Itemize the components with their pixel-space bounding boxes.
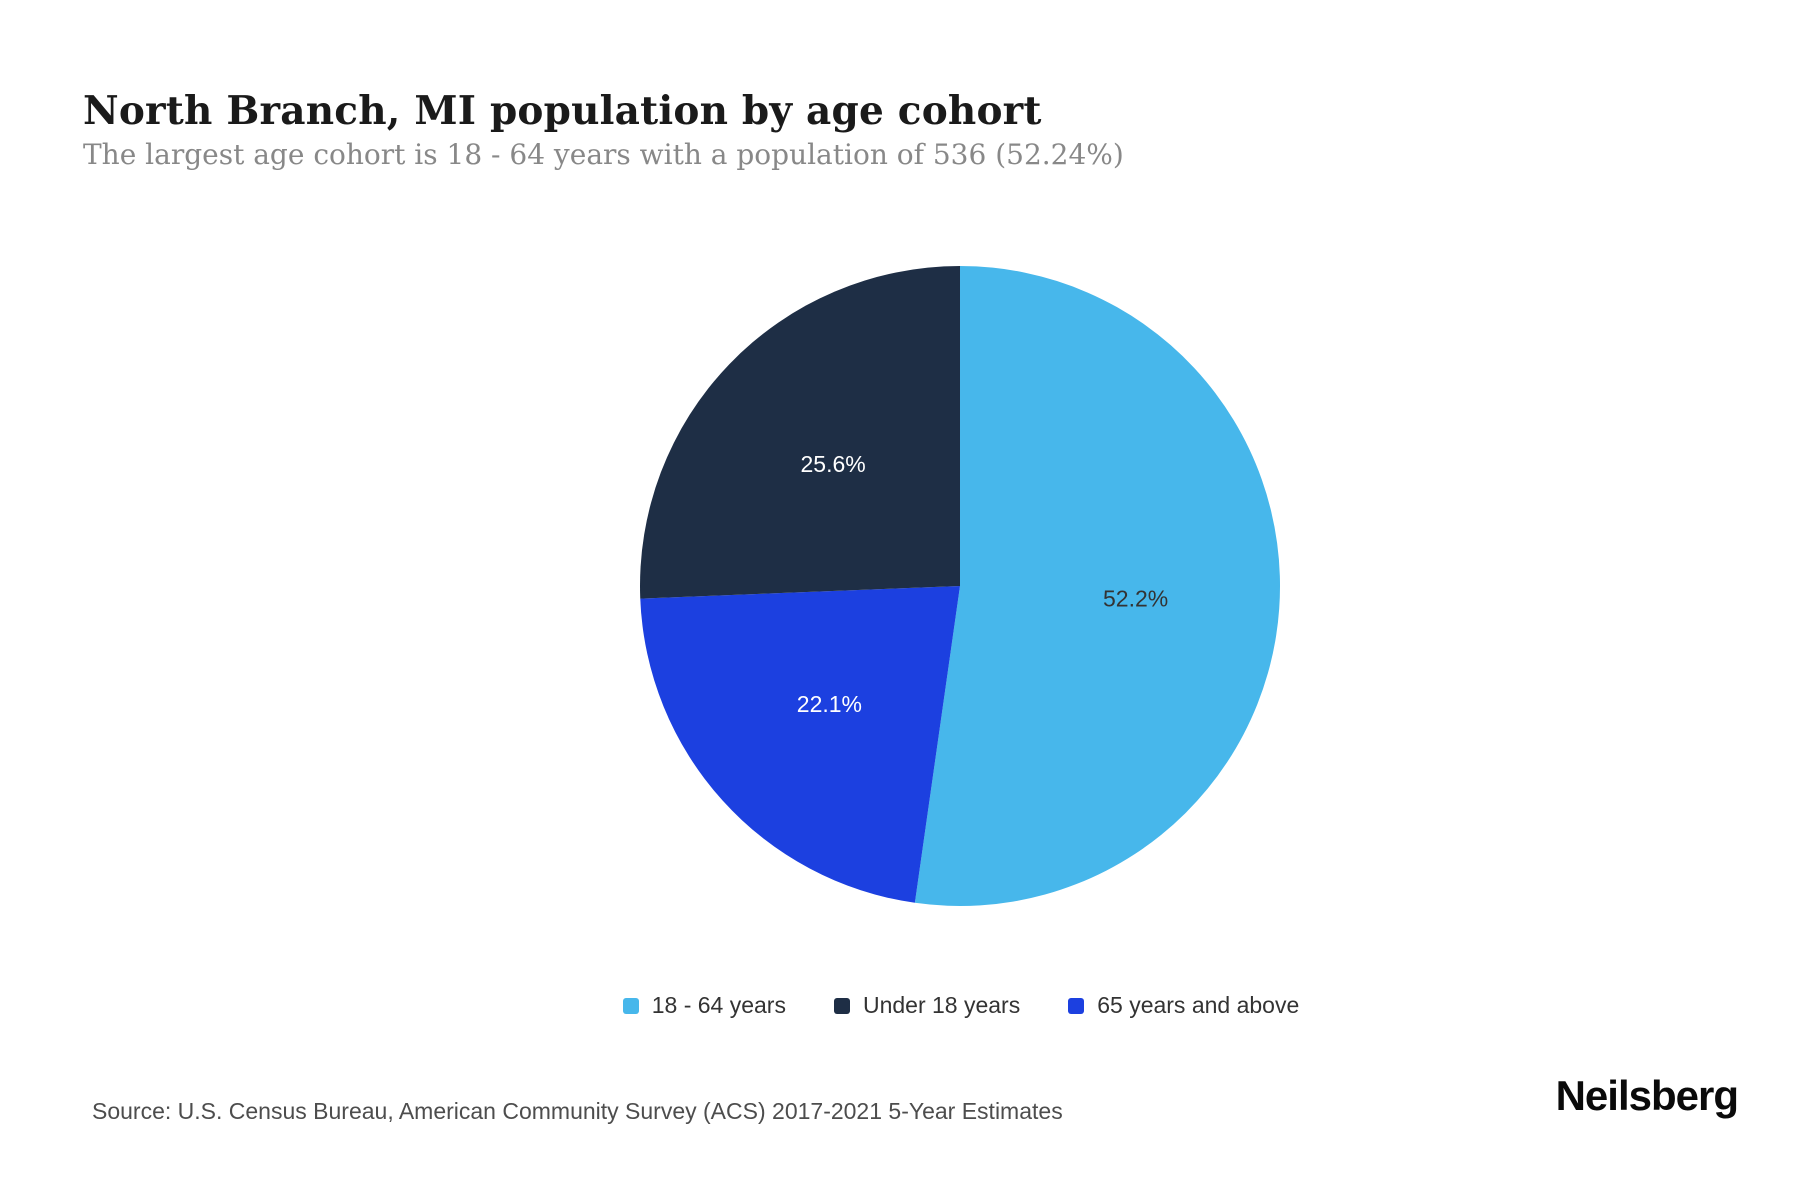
legend-swatch-icon [1068,997,1085,1014]
pie-slice-2 [640,266,960,599]
legend-item: Under 18 years [833,992,1021,1019]
brand-logo: Neilsberg [1555,1072,1739,1119]
pie-chart: 52.2% 22.1% 25.6% [640,266,1281,906]
source-note: Source: U.S. Census Bureau, American Com… [92,1098,1063,1124]
legend-label: 65 years and above [1097,992,1300,1018]
legend-label: 18 - 64 years [651,992,786,1018]
legend-label: Under 18 years [862,992,1021,1018]
chart-title: North Branch, MI population by age cohor… [83,88,1042,135]
pie-slice-value-label: 22.1% [797,691,862,717]
pie-slice-1 [640,586,960,903]
legend-swatch-icon [833,997,850,1014]
pie-slice-value-label: 25.6% [800,451,865,477]
chart-subtitle: The largest age cohort is 18 - 64 years … [83,138,1124,171]
legend-swatch-icon [622,997,639,1014]
legend: 18 - 64 years Under 18 years 65 years and … [361,992,1561,1019]
legend-item: 65 years and above [1068,992,1299,1019]
legend-item: 18 - 64 years [622,992,786,1019]
pie-slice-value-label: 52.2% [1103,585,1168,611]
pie-slice-0 [914,266,1281,906]
